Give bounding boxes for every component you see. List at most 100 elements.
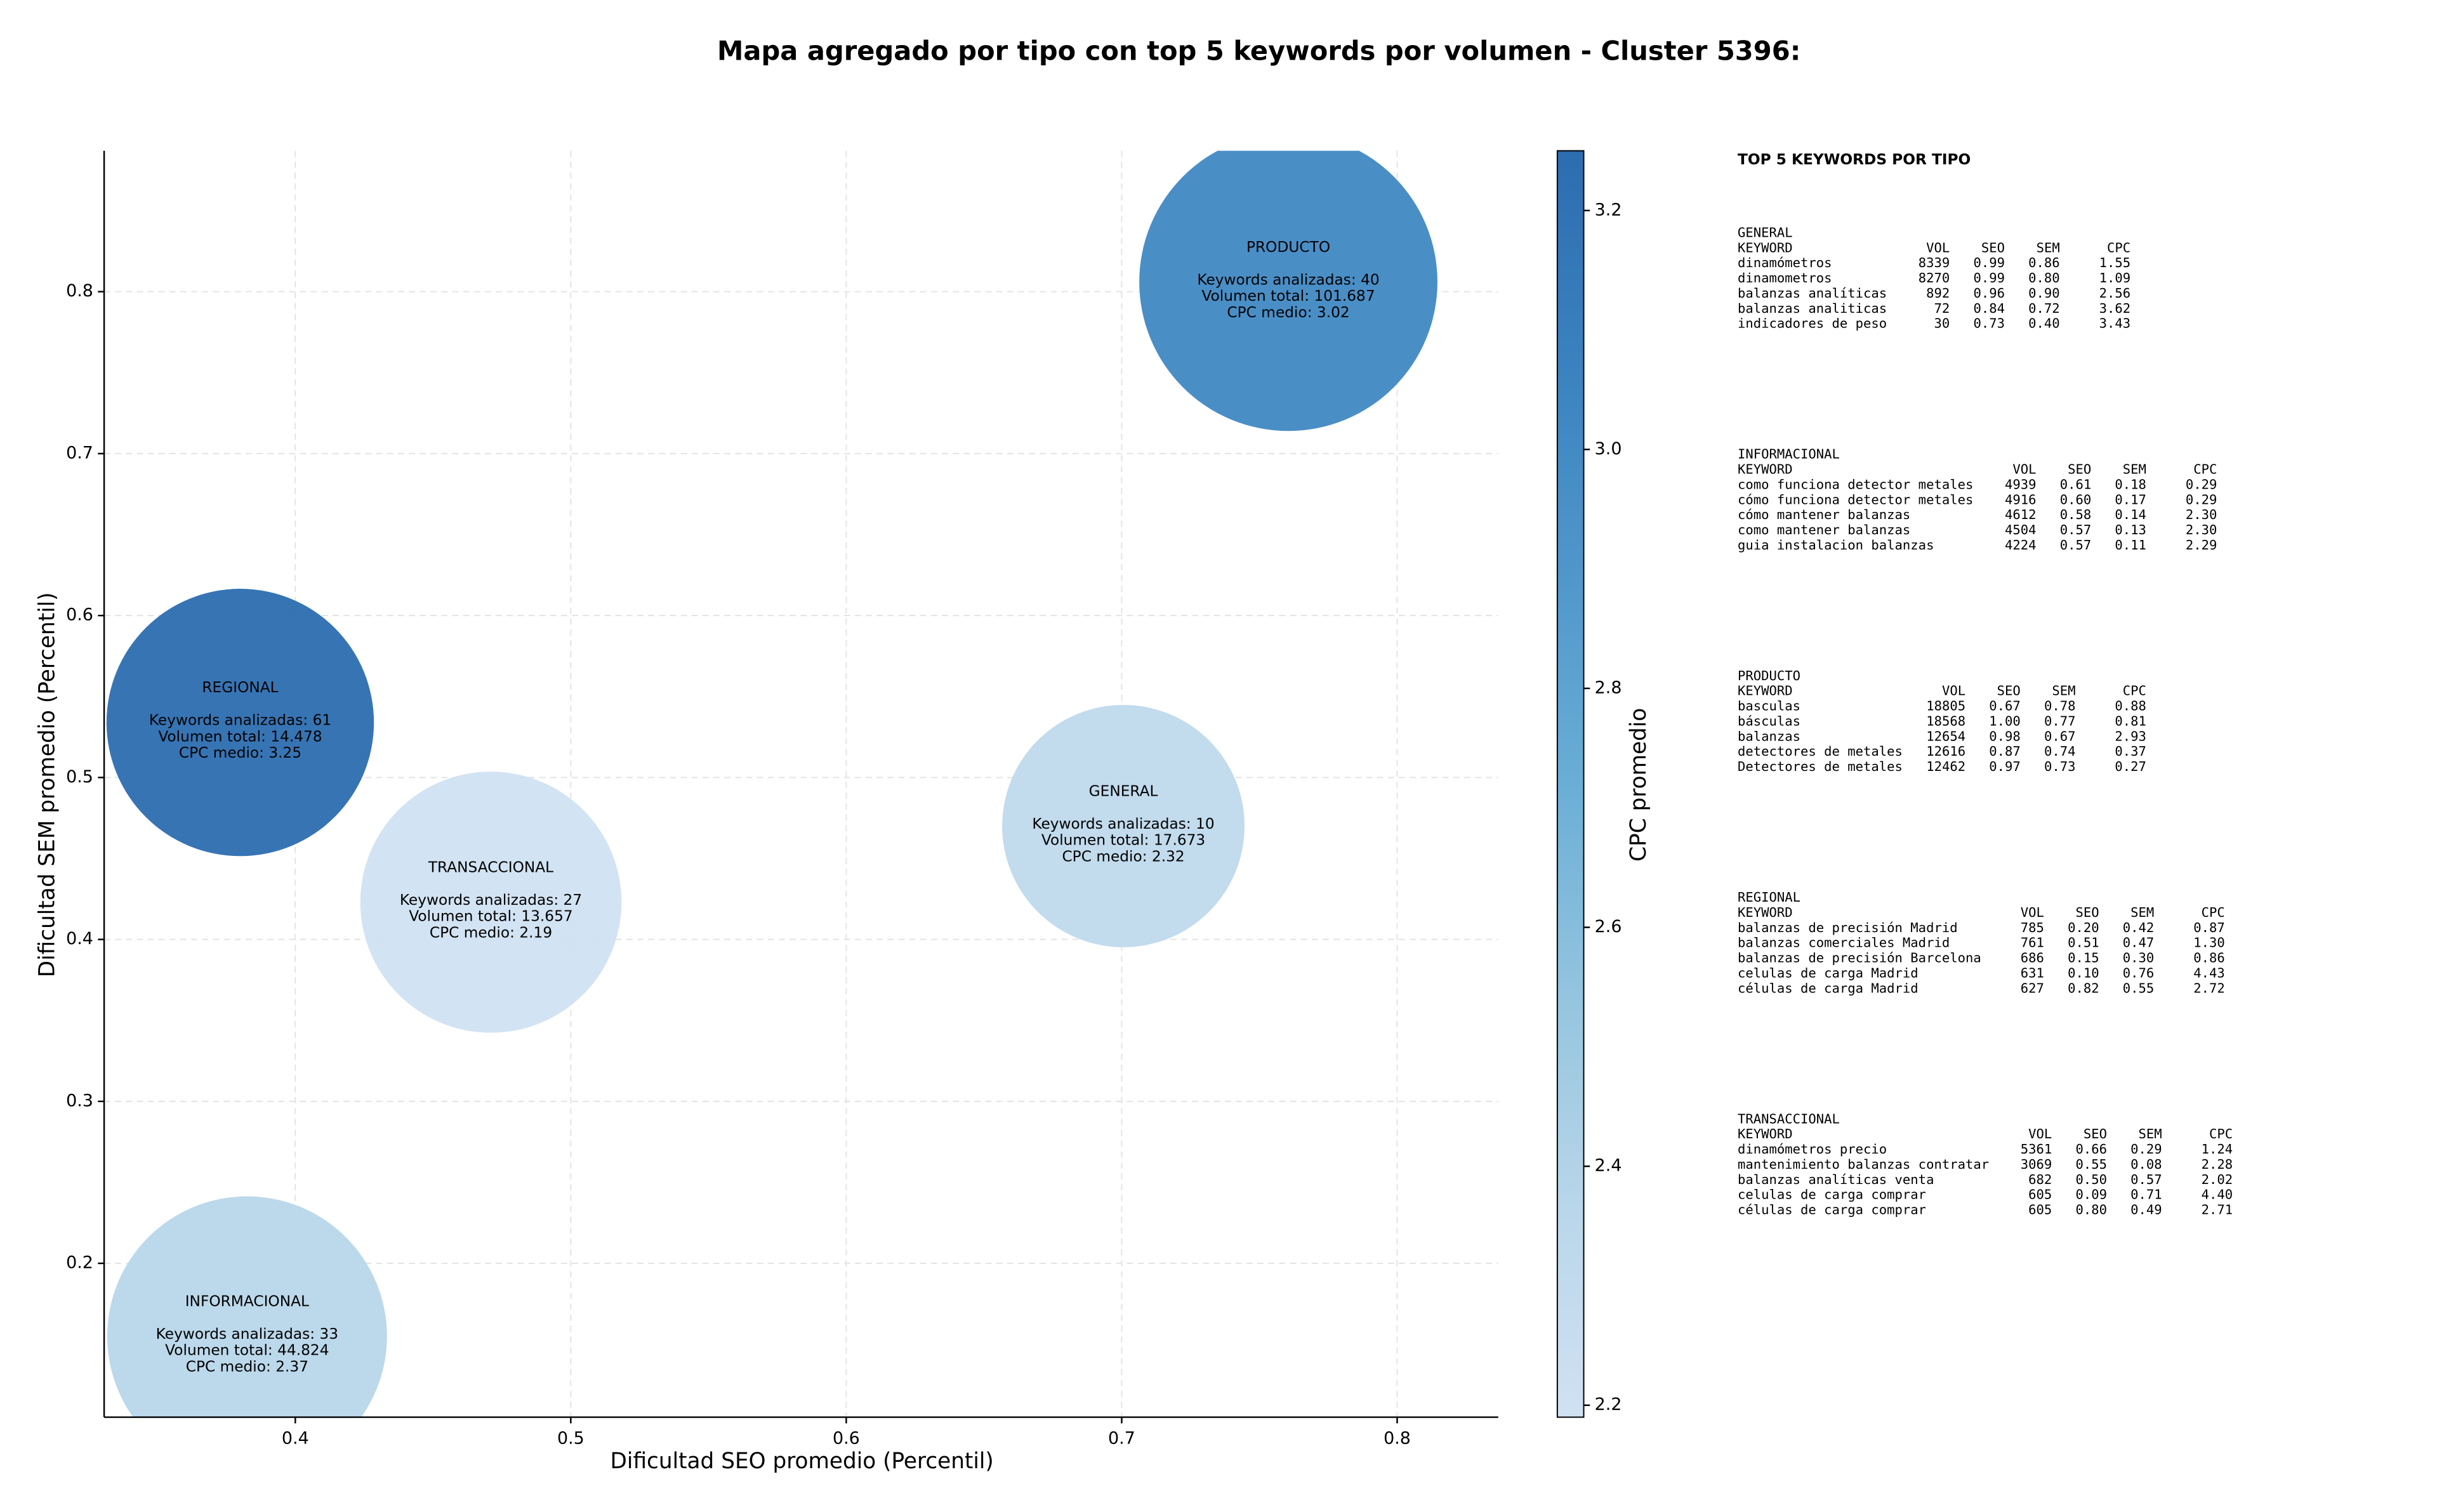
value-cell: 0.55 — [2123, 980, 2155, 996]
y-tick-label: 0.6 — [66, 605, 93, 625]
y-tick-label: 0.3 — [66, 1091, 93, 1110]
bubble-annotation: Volumen total: 14.478 — [158, 728, 322, 745]
value-cell: 0.37 — [2115, 744, 2146, 759]
value-cell: 1.55 — [2099, 255, 2131, 270]
value-cell: 0.99 — [1973, 255, 2005, 270]
value-cell: 0.80 — [2075, 1202, 2107, 1218]
bubble-annotation: Keywords analizadas: 27 — [400, 891, 582, 909]
value-cell: 631 — [2021, 965, 2044, 980]
section-name: REGIONAL — [1738, 890, 1800, 905]
bubble-annotation: Keywords analizadas: 10 — [1032, 815, 1214, 832]
keyword-cell: cómo funciona detector metales — [1738, 492, 1973, 507]
colorbar-tick-label: 2.8 — [1595, 678, 1622, 697]
value-cell: 5361 — [2021, 1141, 2052, 1157]
value-cell: 2.93 — [2115, 728, 2146, 744]
value-cell: 785 — [2021, 920, 2044, 935]
column-header: SEM — [2139, 1126, 2162, 1141]
keyword-cell: celulas de carga comprar — [1738, 1187, 1926, 1202]
x-tick-label: 0.5 — [557, 1428, 584, 1448]
value-cell: 12616 — [1926, 744, 1965, 759]
value-cell: 4939 — [2005, 477, 2037, 492]
column-header: SEO — [1997, 683, 2021, 699]
value-cell: 686 — [2021, 950, 2044, 966]
value-cell: 0.86 — [2028, 255, 2060, 270]
keyword-cell: balanzas de precisión Barcelona — [1738, 950, 1981, 966]
value-cell: 0.20 — [2068, 920, 2099, 935]
value-cell: 0.67 — [2044, 728, 2076, 744]
bubble — [1002, 704, 1245, 947]
x-tick-label: 0.7 — [1108, 1428, 1135, 1448]
bubble-annotation: Keywords analizadas: 40 — [1197, 271, 1379, 288]
value-cell: 4504 — [2005, 522, 2037, 537]
value-cell: 0.55 — [2075, 1157, 2107, 1172]
value-cell: 0.29 — [2130, 1141, 2162, 1157]
y-tick-label: 0.5 — [66, 767, 93, 787]
value-cell: 18568 — [1926, 714, 1965, 729]
value-cell: 605 — [2028, 1187, 2052, 1202]
value-cell: 2.72 — [2193, 980, 2225, 996]
value-cell: 682 — [2028, 1172, 2052, 1187]
value-cell: 18805 — [1926, 699, 1965, 714]
keyword-cell: Detectores de metales — [1738, 759, 1903, 774]
bubble-annotation: CPC medio: 2.19 — [430, 924, 552, 941]
value-cell: 1.30 — [2193, 935, 2225, 950]
value-cell: 2.30 — [2186, 507, 2217, 522]
value-cell: 0.81 — [2115, 714, 2146, 729]
value-cell: 0.86 — [2193, 950, 2225, 966]
value-cell: 4612 — [2005, 507, 2037, 522]
section-name: PRODUCTO — [1738, 668, 1800, 683]
bubble — [1139, 150, 1437, 431]
keyword-cell: balanzas analiticas — [1738, 301, 1887, 316]
colorbar-tick-label: 2.2 — [1595, 1395, 1622, 1414]
keyword-cell: como mantener balanzas — [1738, 522, 1910, 537]
keyword-cell: células de carga Madrid — [1738, 980, 1919, 996]
keyword-cell: balanzas analíticas venta — [1738, 1172, 1934, 1187]
bubble-name: TRANSACCIONAL — [428, 859, 553, 876]
value-cell: 0.71 — [2130, 1187, 2162, 1202]
bubble-annotation: CPC medio: 3.02 — [1227, 304, 1349, 321]
keyword-cell: mantenimiento balanzas contratar — [1738, 1157, 1989, 1172]
value-cell: 0.73 — [2044, 759, 2076, 774]
value-cell: 0.13 — [2115, 522, 2146, 537]
value-cell: 0.77 — [2044, 714, 2076, 729]
column-header: SEM — [2123, 462, 2146, 477]
y-tick-label: 0.2 — [66, 1253, 93, 1273]
bubbles — [106, 150, 1437, 1417]
keyword-cell: dinamómetros precio — [1738, 1141, 1887, 1157]
value-cell: 1.00 — [1989, 714, 2021, 729]
bubble-annotation: Volumen total: 13.657 — [409, 908, 572, 925]
chart-title: Mapa agregado por tipo con top 5 keyword… — [717, 35, 1800, 66]
column-header: VOL — [1942, 683, 1965, 699]
value-cell: 0.82 — [2068, 980, 2099, 996]
value-cell: 0.14 — [2115, 507, 2146, 522]
value-cell: 72 — [1934, 301, 1950, 316]
value-cell: 4916 — [2005, 492, 2037, 507]
column-header: SEM — [2130, 905, 2154, 920]
y-axis-label: Dificultad SEM promedio (Percentil) — [34, 592, 60, 977]
bubble-name: PRODUCTO — [1246, 239, 1330, 256]
value-cell: 0.11 — [2115, 537, 2146, 553]
keyword-cell: basculas — [1738, 699, 1800, 714]
value-cell: 0.78 — [2044, 699, 2076, 714]
column-header: SEO — [1981, 240, 2005, 255]
value-cell: 892 — [1926, 286, 1950, 301]
keyword-cell: balanzas de precisión Madrid — [1738, 920, 1958, 935]
value-cell: 761 — [2021, 935, 2044, 950]
keyword-cell: células de carga comprar — [1738, 1202, 1926, 1218]
x-tick-label: 0.8 — [1384, 1428, 1411, 1448]
keyword-cell: indicadores de peso — [1738, 316, 1887, 331]
x-tick-label: 0.6 — [833, 1428, 860, 1448]
column-header: CPC — [2107, 240, 2130, 255]
value-cell: 2.30 — [2186, 522, 2217, 537]
column-header: KEYWORD — [1738, 683, 1793, 699]
bubble-name: INFORMACIONAL — [185, 1293, 309, 1310]
column-header: SEM — [2052, 683, 2075, 699]
bubble — [106, 588, 374, 857]
value-cell: 30 — [1934, 316, 1950, 331]
column-header: CPC — [2123, 683, 2146, 699]
value-cell: 0.98 — [1989, 728, 2021, 744]
column-header: CPC — [2193, 462, 2217, 477]
value-cell: 0.87 — [2193, 920, 2225, 935]
